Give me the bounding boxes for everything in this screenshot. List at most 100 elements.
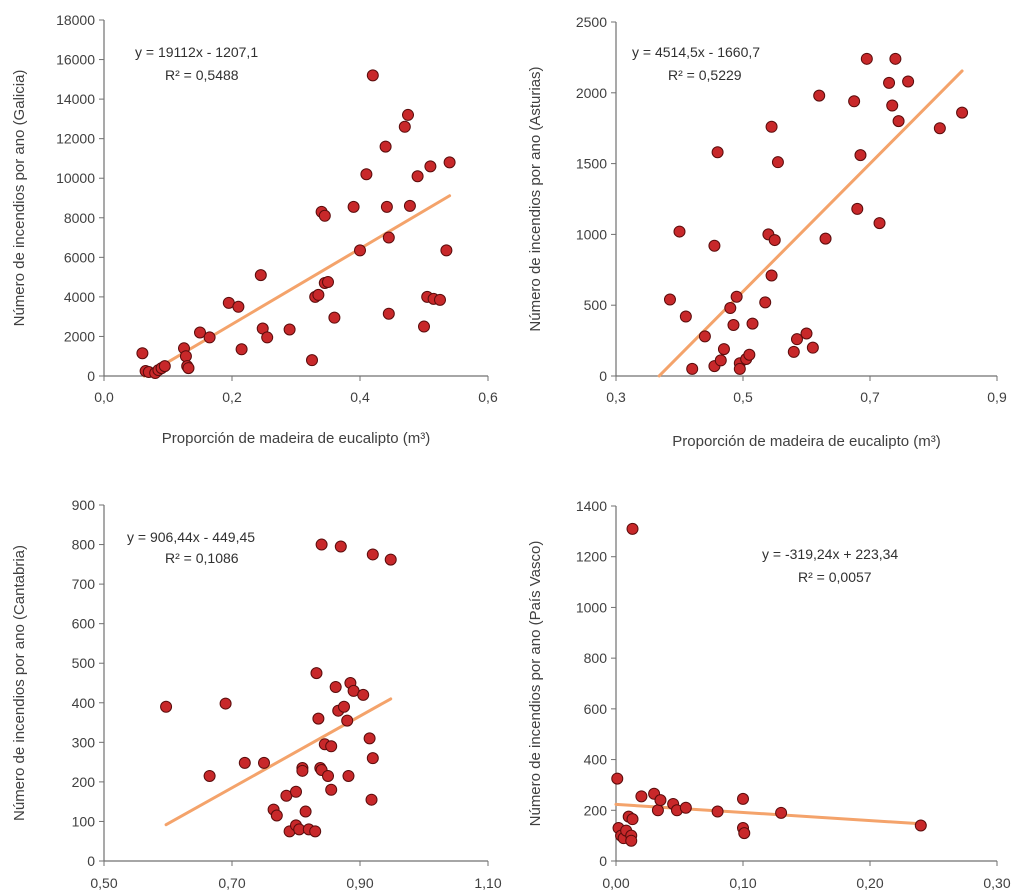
data-point [238, 756, 251, 769]
x-tick-label: 0,0 [94, 389, 114, 405]
data-point [258, 756, 270, 769]
data-point [254, 269, 267, 282]
data-point [354, 244, 366, 257]
r-squared-label: R² = 0,5488 [165, 67, 239, 83]
data-point [711, 805, 724, 818]
y-tick-label: 10000 [56, 170, 95, 186]
y-tick-label: 600 [72, 616, 96, 632]
trendline [142, 194, 452, 378]
data-point [889, 52, 902, 65]
data-point [654, 794, 667, 807]
data-point [290, 785, 302, 798]
x-tick-label: 0,50 [90, 875, 117, 891]
y-tick-label: 2000 [576, 85, 607, 101]
x-axis-title: Proporción de madeira de eucalipto (m³) [162, 430, 430, 447]
data-point [382, 231, 395, 244]
data-point [261, 331, 274, 344]
y-tick-label: 0 [599, 368, 607, 384]
data-point [366, 752, 379, 765]
data-point [892, 115, 905, 128]
y-tick-label: 0 [599, 853, 607, 869]
data-point [679, 310, 692, 323]
data-point [711, 146, 724, 159]
data-point [325, 783, 338, 796]
x-tick-label: 1,10 [474, 875, 501, 891]
y-tick-label: 6000 [64, 249, 95, 265]
y-tick-label: 4000 [64, 289, 95, 305]
data-point [663, 293, 676, 306]
data-point [848, 95, 861, 108]
data-point [765, 269, 778, 282]
data-point [194, 326, 206, 339]
data-point [382, 307, 395, 320]
data-point [440, 244, 453, 257]
r-squared-label: R² = 0,0057 [798, 569, 872, 585]
y-tick-label: 0 [87, 853, 95, 869]
y-tick-label: 400 [584, 752, 608, 768]
y-tick-label: 8000 [64, 210, 95, 226]
data-point [730, 290, 743, 303]
x-tick-label: 0,9 [987, 389, 1007, 405]
data-point [357, 688, 370, 701]
data-point [402, 108, 414, 121]
x-axis-title: Proporción de madeira de eucalipto (m³) [672, 433, 940, 450]
data-point [813, 89, 826, 102]
data-point [743, 348, 756, 361]
data-point [306, 354, 318, 367]
data-point [733, 362, 746, 375]
data-point [883, 76, 896, 89]
x-tick-label: 0,4 [350, 389, 370, 405]
x-tick-label: 0,7 [860, 389, 880, 405]
x-tick-label: 0,5 [733, 389, 753, 405]
data-point [322, 769, 334, 782]
data-point [182, 362, 195, 375]
data-point [651, 804, 664, 817]
y-tick-label: 0 [87, 368, 95, 384]
data-point [418, 320, 430, 333]
data-point [318, 209, 331, 222]
y-axis-title: Número de incendios por ano (Galicia) [11, 70, 28, 327]
y-tick-label: 1400 [576, 498, 607, 514]
data-point [787, 345, 800, 358]
x-tick-label: 0,30 [983, 875, 1010, 891]
data-point [312, 712, 325, 725]
data-point [322, 276, 334, 289]
data-point [626, 522, 639, 535]
data-point [727, 319, 740, 332]
data-point [851, 202, 864, 215]
data-point [158, 360, 171, 373]
data-point [679, 801, 692, 814]
data-point [873, 217, 886, 230]
y-tick-label: 900 [72, 497, 96, 513]
data-point [310, 667, 323, 680]
trend-equation: y = -319,24x + 223,34 [762, 546, 898, 562]
data-point [342, 769, 355, 782]
data-point [299, 805, 312, 818]
data-point [717, 343, 730, 356]
y-tick-label: 16000 [56, 52, 95, 68]
x-tick-label: 0,90 [346, 875, 373, 891]
data-point [136, 347, 149, 360]
trendline [614, 802, 923, 826]
y-tick-label: 1000 [576, 226, 607, 242]
y-tick-label: 200 [72, 774, 96, 790]
data-point [611, 772, 624, 785]
scatter-chart-3: 0 100 200 300 400 500 600 700 800 900 0,50 0,70 0,90… [11, 497, 502, 891]
x-tick-label: 0,3 [606, 389, 626, 405]
y-tick-label: 800 [72, 537, 96, 553]
data-point [179, 350, 192, 363]
data-point [434, 293, 446, 306]
y-tick-label: 500 [584, 297, 608, 313]
y-tick-label: 100 [72, 813, 96, 829]
data-point [380, 200, 393, 213]
data-point [956, 106, 969, 119]
y-tick-label: 1500 [576, 156, 607, 172]
data-point [686, 362, 699, 375]
data-point [737, 792, 749, 805]
x-tick-label: 0,10 [729, 875, 756, 891]
data-point [312, 288, 325, 301]
data-point [424, 160, 437, 173]
data-point [398, 120, 411, 133]
data-point [315, 538, 328, 551]
data-point [296, 764, 309, 777]
